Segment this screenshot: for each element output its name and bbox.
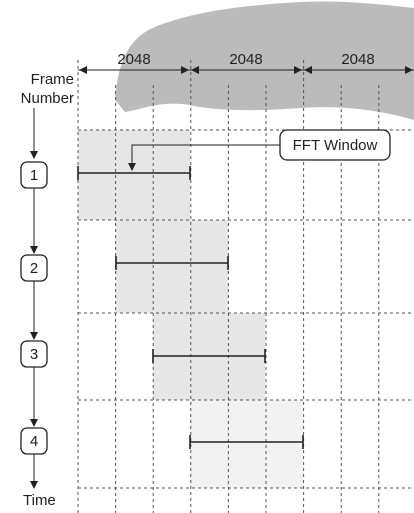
callout-arrow: [128, 144, 280, 171]
frame-label: Frame: [31, 71, 74, 88]
segment-size: 2048: [341, 51, 374, 68]
frame-number: 1: [30, 167, 38, 184]
frame-flow: 1 2 3 4: [20, 108, 48, 489]
frame-label: Number: [21, 90, 74, 107]
frame-number: 3: [30, 346, 38, 363]
fft-windows: [77, 166, 304, 449]
frame-number: 4: [30, 433, 38, 450]
segment-size: 2048: [229, 51, 262, 68]
waveform: [115, 1, 414, 121]
frame-number: 2: [30, 260, 38, 277]
callout: FFT Window: [293, 137, 378, 154]
segment-size: 2048: [117, 51, 150, 68]
time-label: Time: [23, 492, 56, 509]
